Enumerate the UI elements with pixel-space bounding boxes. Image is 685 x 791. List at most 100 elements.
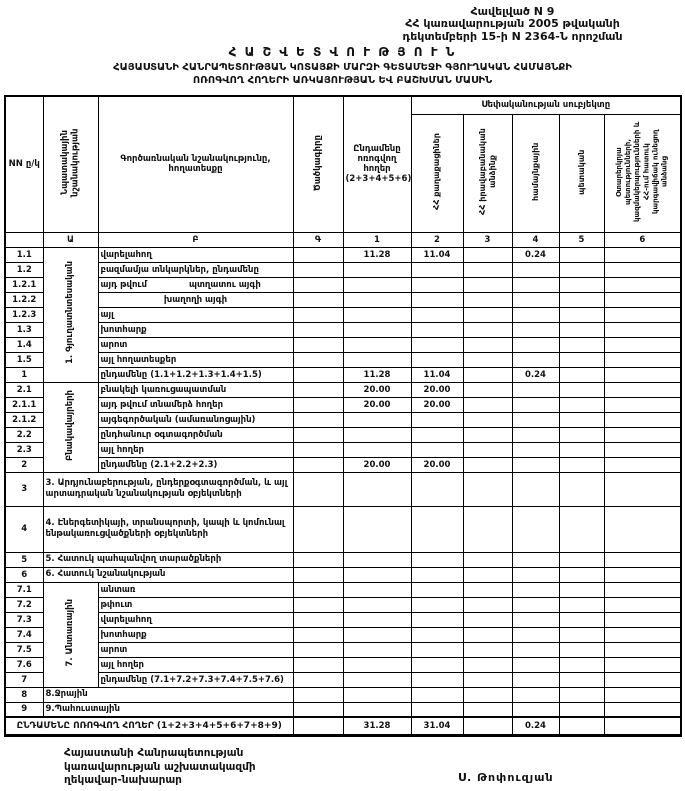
table-row: 7.4 խոտհարք: [4, 626, 682, 643]
group-cell: 7. Անտառային: [42, 581, 99, 688]
value-cell: [558, 611, 605, 628]
row-number: 7.5: [4, 641, 44, 658]
value-cell: [558, 716, 605, 737]
letter-cell: [4, 231, 44, 248]
value-cell: [342, 426, 412, 443]
value-cell: [462, 456, 513, 473]
row-label: ընդամենը (2.1+2.2+2.3): [97, 456, 294, 473]
grand-total-label: ԸՆԴԱՄԵՆԸ ՈՌՈԳՎՈՂ ՀՈՂԵՐ (1+2+3+4+5+6+7+8+…: [4, 716, 294, 737]
value-cell: [511, 351, 560, 368]
col-header-foreign: Օտարերկրյա պետությունների, կազմակերպությ…: [603, 113, 682, 233]
col-header-citizens-label: ՀՀ քաղաքացիներ: [432, 133, 441, 210]
value-cell: [342, 411, 412, 428]
table-row: 7.3 վարելահող: [4, 611, 682, 628]
value-cell: [462, 505, 513, 553]
col-header-legal-persons-label: ՀՀ իրավաբանական անձինք: [477, 128, 497, 215]
code-cell: [292, 306, 344, 323]
table-row: 5 5. Հատուկ պահպանվող տարածքների: [4, 551, 682, 568]
code-cell: [292, 581, 344, 598]
col-header-nn: NN ը/կ: [4, 95, 44, 233]
code-cell: [292, 596, 344, 613]
report-table-body: 1.1 1. Գյուղատնտեսական վարելահող 11.28 11.04…: [4, 246, 682, 737]
table-row: 6 6. Հատուկ նշանակության: [4, 566, 682, 583]
letter-cell: 5: [558, 231, 605, 248]
row-number: 1.2.1: [4, 276, 44, 293]
code-cell: [292, 276, 344, 293]
value-cell: [511, 321, 560, 338]
row-number: 7.2: [4, 596, 44, 613]
value-cell: [558, 336, 605, 353]
value-cell: [410, 551, 464, 568]
row-label: խոտհարք: [97, 626, 294, 643]
value-cell: [410, 505, 464, 553]
value-cell: [511, 701, 560, 718]
value-cell: [603, 701, 682, 718]
value-cell: [410, 351, 464, 368]
value-cell: [511, 306, 560, 323]
col-header-state-label: պետական: [576, 148, 586, 195]
row-label: թփուտ: [97, 596, 294, 613]
value-cell: [558, 701, 605, 718]
row-number: 7.3: [4, 611, 44, 628]
col-header-total: Ընդամենը ոռոգվող հողեր (2+3+4+5+6): [342, 95, 412, 233]
value-cell: 11.28: [342, 246, 412, 263]
col-header-target: Նպատակային նշանակության: [42, 95, 99, 233]
row-number: 6: [4, 566, 44, 583]
value-cell: 20.00: [410, 396, 464, 413]
col-header-citizens: ՀՀ քաղաքացիներ: [410, 113, 464, 233]
value-cell: [558, 656, 605, 673]
table-row: 3 3. Արդյունաբերության, ընդերքօգտագործման…: [4, 471, 682, 507]
value-cell: [603, 291, 682, 308]
value-cell: [342, 626, 412, 643]
value-cell: [410, 566, 464, 583]
row-number: 1.2.3: [4, 306, 44, 323]
value-cell: [558, 411, 605, 428]
value-cell: [462, 276, 513, 293]
row-label-left: այդ թվում: [100, 279, 147, 290]
value-cell: [342, 276, 412, 293]
value-cell: [558, 686, 605, 703]
code-cell: [292, 336, 344, 353]
value-cell: [603, 641, 682, 658]
value-cell: [511, 671, 560, 688]
value-cell: [462, 581, 513, 598]
value-cell: [342, 336, 412, 353]
value-cell: [342, 596, 412, 613]
value-cell: [462, 611, 513, 628]
value-cell: 31.28: [342, 716, 412, 737]
value-cell: 20.00: [342, 396, 412, 413]
value-cell: [603, 611, 682, 628]
value-cell: [511, 411, 560, 428]
row-number: 2.1.1: [4, 396, 44, 413]
col-header-legal-persons: ՀՀ իրավաբանական անձինք: [462, 113, 513, 233]
value-cell: [342, 505, 412, 553]
value-cell: [558, 351, 605, 368]
value-cell: [410, 291, 464, 308]
value-cell: [603, 246, 682, 263]
code-cell: [292, 505, 344, 553]
value-cell: [462, 656, 513, 673]
row-number: 1.3: [4, 321, 44, 338]
code-cell: [292, 701, 344, 718]
value-cell: [558, 551, 605, 568]
letter-cell: Ա: [42, 231, 99, 248]
row-label: 6. Հատուկ նշանակության: [42, 566, 294, 583]
value-cell: 0.24: [511, 246, 560, 263]
table-row: 1.5 այլ հողատեսքեր: [4, 351, 682, 368]
value-cell: [558, 276, 605, 293]
value-cell: [603, 626, 682, 643]
row-label: 8.Ջրային: [42, 686, 294, 703]
value-cell: [511, 566, 560, 583]
code-cell: [292, 291, 344, 308]
header-row-2: ՀՀ քաղաքացիներ ՀՀ իրավաբանական անձինք հա…: [5, 113, 682, 233]
value-cell: [462, 671, 513, 688]
value-cell: [558, 596, 605, 613]
value-cell: [462, 366, 513, 383]
table-row: 2.1.2 այգեգործական (ամառանոցային): [4, 411, 682, 428]
value-cell: [558, 441, 605, 458]
value-cell: [511, 581, 560, 598]
code-cell: [292, 246, 344, 263]
value-cell: [462, 701, 513, 718]
code-cell: [292, 626, 344, 643]
value-cell: 20.00: [410, 381, 464, 398]
